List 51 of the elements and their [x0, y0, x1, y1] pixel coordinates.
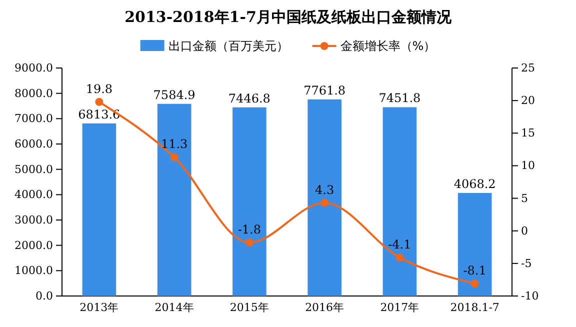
- y2-tick-label: 25: [521, 62, 535, 75]
- data-label: 4068.2: [454, 176, 496, 191]
- bar: [82, 123, 116, 296]
- data-label: 4.3: [315, 182, 334, 197]
- data-label: 7451.8: [378, 91, 421, 106]
- bar: [382, 107, 417, 296]
- y2-tick-label: 5: [521, 192, 528, 205]
- data-label: -8.1: [463, 264, 486, 278]
- y-tick-label: 1000.0: [14, 264, 53, 278]
- y2-tick-label: 0: [521, 224, 528, 238]
- point: [470, 280, 479, 288]
- data-label: 7584.9: [153, 88, 196, 102]
- y-tick-label: 9000.0: [14, 62, 53, 75]
- bar: [308, 99, 342, 296]
- y2-tick-label: -10: [521, 290, 539, 303]
- y2-tick-label: 20: [521, 94, 535, 108]
- x-tick-label: 2016年: [305, 301, 344, 314]
- bar: [458, 192, 492, 296]
- data-label: 11.3: [160, 137, 188, 152]
- y-tick-label: 2000.0: [14, 238, 53, 252]
- y-tick-label: 3000.0: [14, 214, 53, 227]
- point: [396, 254, 404, 262]
- legend-label: 金额增长率（%）: [340, 39, 436, 53]
- x-tick-label: 2013年: [80, 301, 119, 314]
- x-tick-label: 2015年: [230, 301, 269, 314]
- point: [95, 98, 104, 106]
- y-tick-label: 7000.0: [14, 112, 53, 126]
- chart-title: 2013-2018年1-7月中国纸及纸板出口金额情况: [124, 8, 452, 26]
- y-tick-label: 8000.0: [14, 86, 53, 100]
- point: [245, 238, 254, 247]
- data-label: 7761.8: [304, 83, 346, 98]
- data-label: -1.8: [238, 222, 262, 237]
- point: [320, 198, 329, 207]
- data-label: 19.8: [86, 82, 113, 96]
- x-tick-label: 2014年: [154, 301, 194, 314]
- y2-tick-label: -5: [521, 256, 532, 270]
- y2-tick-label: 10: [521, 159, 535, 172]
- bar: [232, 107, 266, 296]
- x-tick-label: 2018.1-7: [450, 301, 500, 314]
- legend-label: 出口金额（百万美元）: [168, 39, 288, 53]
- x-tick-label: 2017年: [380, 301, 420, 314]
- y-tick-label: 5000.0: [14, 162, 53, 176]
- bar: [157, 104, 192, 296]
- data-label: -4.1: [388, 238, 412, 252]
- data-label: 7446.8: [228, 91, 270, 106]
- y-tick-label: 0.0: [36, 290, 53, 303]
- y-tick-label: 4000.0: [14, 188, 53, 202]
- data-label: 6813.6: [78, 107, 120, 122]
- y2-tick-label: 15: [521, 126, 535, 140]
- y-tick-label: 6000.0: [14, 138, 53, 151]
- point: [170, 153, 178, 162]
